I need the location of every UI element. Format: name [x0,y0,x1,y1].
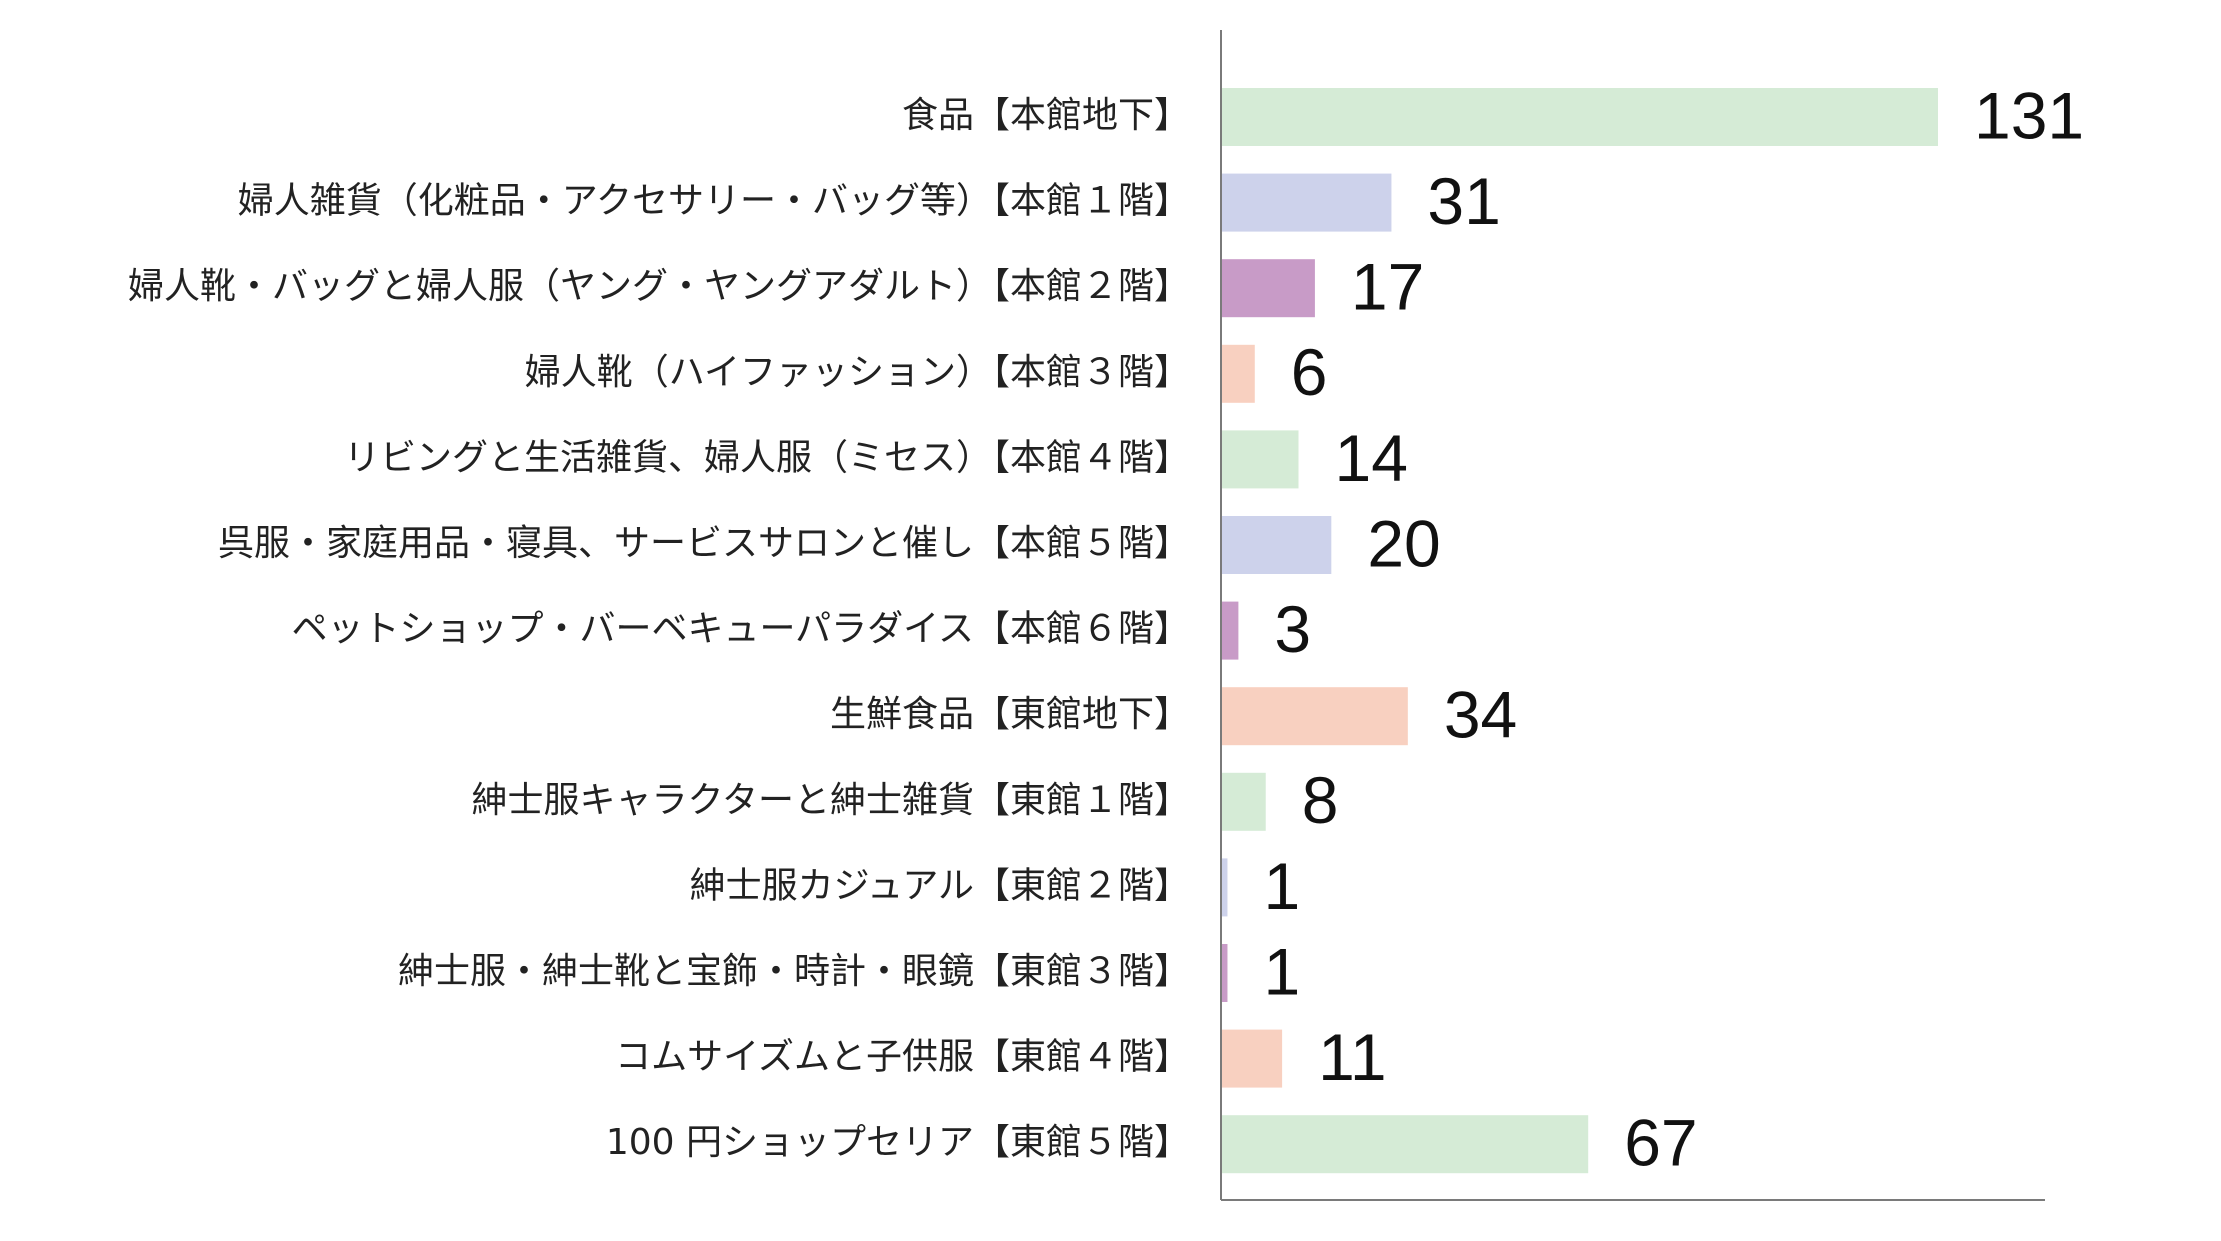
bar-3 [1222,344,1255,403]
category-label-1: 婦人雑貨（化粧品・アクセサリー・バッグ等）【本館１階】 [238,181,1190,222]
value-label-8: 8 [1302,763,1339,837]
category-label-8: 紳士服キャラクターと紳士雑貨【東館１階】 [471,780,1190,821]
category-label-12: 100 円ショップセリア【東館５階】 [606,1122,1190,1163]
bar-4 [1222,430,1299,489]
value-label-7: 34 [1444,678,1517,752]
bar-0 [1222,88,1938,146]
bar-2 [1222,259,1315,318]
value-label-10: 1 [1263,934,1300,1008]
category-labels-layer: 食品【本館地下】婦人雑貨（化粧品・アクセサリー・バッグ等）【本館１階】婦人靴・バ… [128,95,1190,1163]
category-label-7: 生鮮食品【東館地下】 [830,694,1190,735]
bars-layer [1222,88,1938,1174]
value-label-9: 1 [1263,849,1300,923]
bar-1 [1222,173,1392,232]
value-label-6: 3 [1274,592,1311,666]
bar-9 [1222,858,1228,917]
category-label-4: リビングと生活雑貨、婦人服（ミセス）【本館４階】 [344,437,1190,478]
value-label-11: 11 [1318,1020,1387,1094]
value-label-12: 67 [1624,1106,1697,1180]
bar-6 [1222,601,1239,660]
value-label-1: 31 [1427,164,1500,238]
value-label-5: 20 [1367,506,1440,580]
category-label-10: 紳士服・紳士靴と宝飾・時計・眼鏡【東館３階】 [398,951,1190,992]
category-label-5: 呉服・家庭用品・寝具、サービスサロンと催し【本館５階】 [218,523,1190,564]
bar-11 [1222,1029,1283,1088]
category-label-6: ペットショップ・バーベキューパラダイス【本館６階】 [291,609,1190,650]
value-label-3: 6 [1291,335,1328,409]
value-label-0: 131 [1974,78,2084,152]
category-label-3: 婦人靴（ハイファッション）【本館３階】 [525,352,1190,393]
bar-7 [1222,687,1408,746]
bar-10 [1222,944,1228,1002]
category-label-11: コムサイズムと子供服【東館４階】 [615,1037,1190,1078]
bar-8 [1222,772,1266,831]
value-label-2: 17 [1351,250,1424,324]
category-label-0: 食品【本館地下】 [902,95,1190,136]
category-label-2: 婦人靴・バッグと婦人服（ヤング・ヤングアダルト）【本館２階】 [128,266,1190,307]
value-label-4: 14 [1335,421,1408,495]
category-label-9: 紳士服カジュアル【東館２階】 [690,865,1190,906]
bar-5 [1222,516,1332,574]
bar-12 [1222,1115,1589,1174]
